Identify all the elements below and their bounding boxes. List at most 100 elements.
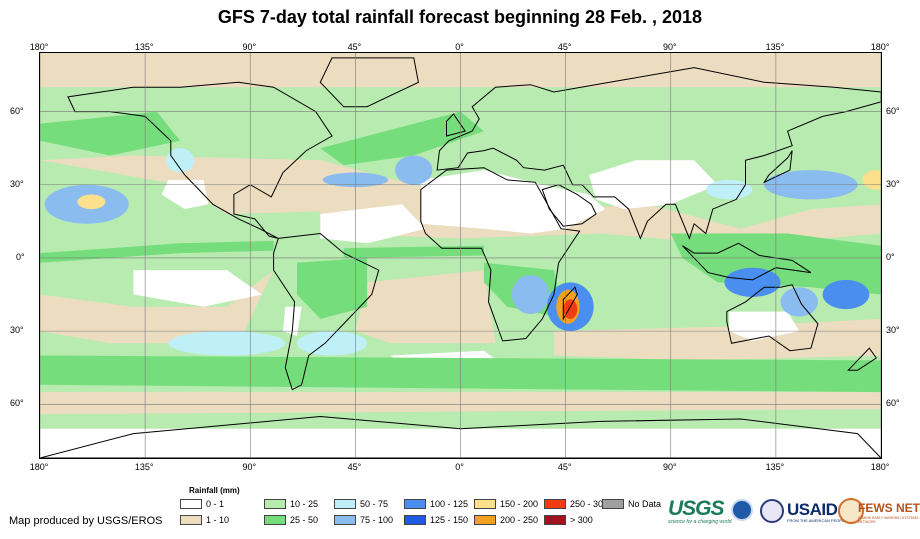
legend-swatch [474,515,496,525]
rain-madagascar-peak [563,299,578,319]
legend-swatch [334,499,356,509]
legend-label: 125 - 150 [430,515,469,525]
legend-label: 50 - 75 [360,499,389,509]
legend-item: 0 - 1 [180,498,224,510]
legend-swatch [404,515,426,525]
rain-australia-dry [729,311,800,341]
greenland-outline [319,57,419,108]
lon-tick-bottom-0: 180° [29,462,49,472]
lon-tick-bottom-6: 90° [662,462,677,472]
lat-tick-left-1: 30° [10,178,24,189]
rain-atlantic-dry [320,204,426,244]
rain-iberia-band [395,155,433,185]
japan-outline [762,150,793,184]
usgs-tagline: science for a changing world [668,519,732,525]
lon-tick-top-6: 90° [662,42,677,52]
lon-tick-top-1: 135° [134,42,154,52]
lon-tick-top-8: 180° [870,42,890,52]
eurasia-outline [436,67,881,240]
legend-item: 250 - 300 [544,498,608,510]
legend-label: 10 - 25 [290,499,319,509]
legend-swatch [404,499,426,509]
new-zealand-outline [847,347,878,371]
legend-item: 200 - 250 [474,514,538,526]
lon-tick-top-4: 0° [455,42,464,52]
australia-outline [726,284,819,352]
arabia-outline [541,184,597,227]
legend-label: 200 - 250 [500,515,539,525]
legend-item: 25 - 50 [264,514,318,526]
rain-se-pacific-front [168,331,286,356]
country-boundaries [40,57,881,458]
africa-outline [420,167,581,342]
rain-sahara-dry [420,170,606,234]
fews-tagline: FAMINE EARLY WARNING SYSTEMS NETWORK [858,516,919,524]
rainfall-map [39,52,882,459]
noaa-logo-icon [731,499,753,521]
legend-label: 250 - 300 [570,499,609,509]
lat-tick-right-0: 60° [886,105,900,116]
legend-swatch [264,515,286,525]
lon-tick-bottom-3: 45° [347,462,362,472]
lat-tick-right-3: 30° [886,325,900,336]
legend-item: 125 - 150 [404,514,468,526]
legend-label: 150 - 200 [500,499,539,509]
legend-swatch [474,499,496,509]
lat-tick-left-0: 60° [10,105,24,116]
legend-swatch [544,499,566,509]
rain-atacama-dry [283,306,302,336]
credit-text: Map produced by USGS/EROS [9,515,163,527]
legend-swatch [544,515,566,525]
rainfall-map-canvas [40,53,881,458]
indonesia-outline [682,242,812,281]
legend-label: > 300 [570,515,593,525]
legend-swatch [602,499,624,509]
lon-tick-bottom-4: 0° [455,462,464,472]
legend-item: 75 - 100 [334,514,393,526]
legend-swatch [264,499,286,509]
antarctica-outline [40,415,881,458]
north-america-outline [67,81,333,239]
lon-tick-top-7: 135° [765,42,785,52]
usaid-tagline: FROM THE AMERICAN PEOPLE [787,518,847,523]
lat-tick-right-4: 60° [886,398,900,409]
rain-timor-band [724,267,781,297]
lon-tick-bottom-8: 180° [870,462,890,472]
legend-label: 25 - 50 [290,515,319,525]
legend-label: 0 - 1 [206,499,225,509]
legend-item: 100 - 125 [404,498,468,510]
rain-hawaii-core [77,194,106,210]
rain-vanuatu [822,279,870,310]
lat-tick-left-2: 0° [16,251,25,262]
rain-queensland [780,287,818,317]
south-america-outline [273,232,380,391]
lon-tick-bottom-5: 45° [557,462,572,472]
legend-label: No Data [628,499,662,509]
legend-item: 150 - 200 [474,498,538,510]
lat-tick-left-3: 30° [10,325,24,336]
usaid-logo: USAID [787,500,838,519]
lon-tick-top-5: 45° [557,42,572,52]
lat-tick-right-2: 0° [886,251,895,262]
legend-swatch [180,499,202,509]
rain-zambia [511,275,550,315]
legend-swatch [180,515,202,525]
rain-california-band [166,148,195,173]
rain-n-atlantic-storm [320,111,484,166]
lat-tick-left-4: 60° [10,398,24,409]
legend-item: 1 - 10 [180,514,229,526]
lat-tick-right-1: 30° [886,178,900,189]
legend-item: > 300 [544,514,593,526]
legend-label: 100 - 125 [430,499,469,509]
fews-net-logo: FEWS NET [858,501,920,515]
legend-item: 10 - 25 [264,498,318,510]
britain-outline [446,113,467,137]
legend-label: 1 - 10 [206,515,230,525]
legend-title: Rainfall (mm) [189,486,240,495]
rain-amazon [297,257,368,319]
madagascar-outline [562,286,578,321]
rain-s-atlantic-front [296,331,368,356]
lon-tick-top-0: 180° [29,42,49,52]
rain-itcz-pacific [40,240,274,263]
legend-swatch [334,515,356,525]
